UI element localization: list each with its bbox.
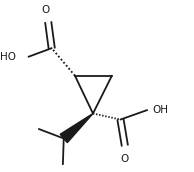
Text: O: O [42, 6, 50, 15]
Polygon shape [60, 114, 93, 143]
Text: OH: OH [152, 105, 168, 115]
Text: HO: HO [0, 52, 16, 62]
Text: O: O [121, 154, 129, 164]
